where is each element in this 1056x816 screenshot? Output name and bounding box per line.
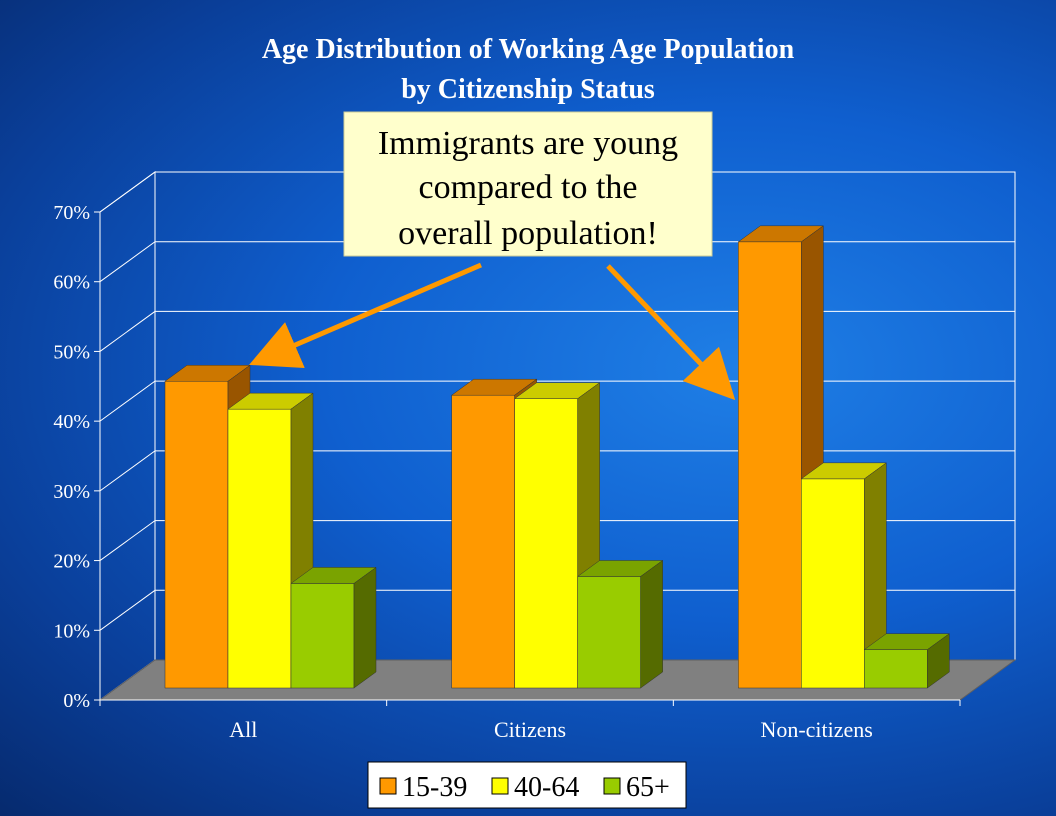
y-tick-label: 60% — [53, 272, 90, 294]
bar-front — [514, 398, 578, 689]
bar-front — [801, 478, 865, 689]
annotation-line-3: overall population! — [398, 215, 658, 252]
side-wall — [99, 171, 156, 701]
bar — [513, 382, 601, 689]
y-tick-label: 50% — [53, 341, 90, 363]
bar-front — [451, 394, 515, 689]
arrow-to-all — [249, 262, 482, 369]
legend: 15-39 40-64 65+ — [367, 761, 687, 809]
annotation-line-1: Immigrants are young — [378, 125, 678, 162]
y-tick-label: 10% — [53, 620, 90, 642]
grid-line — [99, 589, 1015, 631]
bar-side — [353, 566, 377, 689]
y-axis: 0% 10% 20% 30% 40% 50% 60% 70% — [53, 202, 101, 712]
bar — [576, 559, 664, 689]
annotation-callout: Immigrants are young compared to the ove… — [343, 111, 713, 257]
x-axis: All Citizens Non-citizens — [99, 699, 961, 742]
y-tick-label: 0% — [63, 690, 90, 712]
grid-line — [99, 450, 1015, 492]
x-tick-label: All — [229, 717, 257, 742]
grid-line — [99, 520, 1015, 561]
arrow-to-non-citizens — [606, 264, 736, 401]
legend-box — [367, 761, 687, 809]
legend-label-40-64: 40-64 — [514, 772, 579, 803]
x-tick-label: Non-citizens — [760, 717, 872, 742]
legend-swatch-15-39 — [379, 777, 397, 795]
y-tick-label: 30% — [53, 481, 90, 503]
y-tick-label: 40% — [53, 411, 90, 433]
chart-subtitle: by Citizenship Status — [401, 74, 655, 105]
bar — [800, 462, 888, 689]
bar-side — [640, 559, 663, 689]
chart-title: Age Distribution of Working Age Populati… — [262, 34, 795, 65]
legend-swatch-65-plus — [603, 777, 621, 795]
bar-front — [577, 576, 641, 689]
bar-front — [164, 381, 229, 689]
grid-line — [99, 241, 1015, 283]
bar — [863, 633, 951, 689]
bar-front — [864, 649, 928, 689]
bar-front — [738, 241, 802, 689]
grid-line — [99, 310, 1015, 352]
bar-front — [290, 583, 355, 689]
grid-line — [99, 171, 1015, 213]
y-tick-label: 70% — [53, 202, 90, 224]
legend-swatch-40-64 — [491, 777, 509, 795]
legend-label-65-plus: 65+ — [626, 772, 670, 803]
bar — [290, 566, 377, 689]
legend-label-15-39: 15-39 — [402, 772, 467, 803]
bar-side — [927, 633, 950, 689]
x-tick-label: Citizens — [494, 717, 566, 742]
annotation-box — [343, 111, 713, 257]
bars — [164, 225, 951, 689]
y-tick-label: 20% — [53, 551, 90, 573]
bar-front — [227, 408, 292, 689]
annotation-line-2: compared to the — [418, 169, 637, 206]
